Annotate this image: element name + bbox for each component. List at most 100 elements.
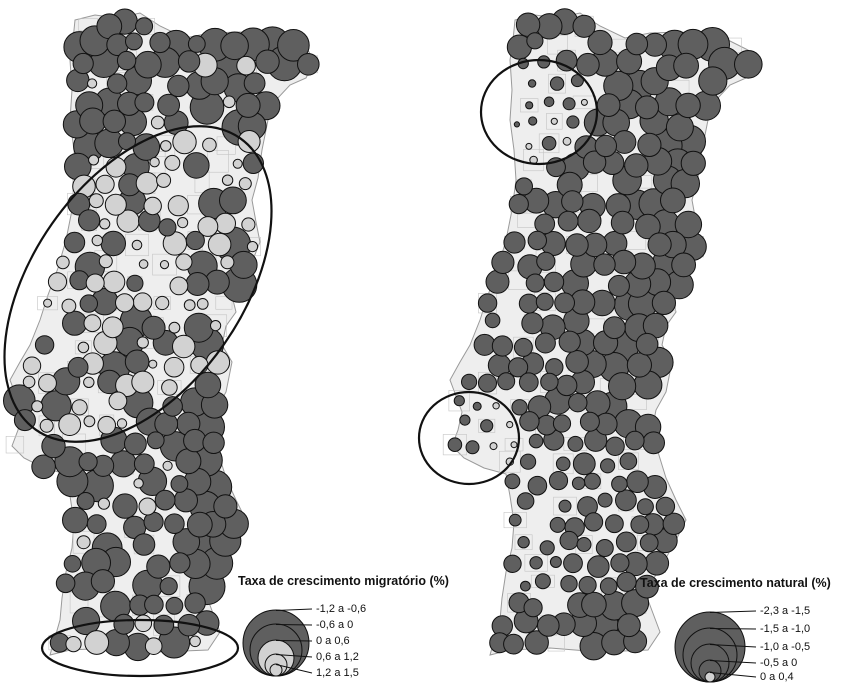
legend-leader-line [275,624,313,626]
municipality-bubble [61,298,77,314]
municipality-bubble [158,218,177,237]
municipality-bubble [62,310,88,336]
municipality-bubble [491,335,514,357]
municipality-bubble [58,413,82,437]
municipal-boundary [503,512,527,529]
municipality-bubble [518,372,539,393]
municipality-bubble [520,453,537,470]
legend-leader-line [709,672,757,678]
municipality-bubble [297,53,320,76]
municipal-boundary [523,148,544,172]
map-natural-growth [417,8,763,683]
municipality-bubble [637,132,662,157]
municipality-bubble [133,478,144,489]
municipality-bubble [734,50,763,79]
municipality-bubble [131,239,143,251]
municipality-bubble [593,253,616,276]
municipality-bubble [625,430,645,451]
municipal-boundary [448,390,471,412]
municipality-bubble [172,129,197,155]
municipality-bubble [596,93,621,117]
municipality-bubble [67,356,89,378]
municipality-bubble [83,376,95,388]
municipality-bubble [39,418,54,433]
municipality-bubble [635,574,659,599]
municipality-bubble [543,96,555,108]
municipality-bubble [148,359,158,369]
municipality-bubble [528,433,544,449]
municipality-bubble [34,335,55,355]
municipality-bubble [635,95,659,120]
municipality-bubble [508,357,529,378]
municipality-bubble [154,489,176,511]
municipality-bubble [647,232,672,257]
municipality-bubble [72,606,101,636]
municipality-bubble [61,506,89,534]
municipality-bubble [565,233,589,257]
municipality-bubble [186,511,213,538]
municipality-bubble [510,441,518,449]
municipality-bubble [577,208,602,234]
legend-label-natural-4: -0,5 a 0 [760,657,798,669]
municipality-bubble [572,14,596,38]
municipality-bubble [480,419,494,433]
municipality-bubble [79,107,107,135]
municipality-bubble [543,271,565,293]
municipality-bubble [526,32,544,50]
municipality-bubble [680,150,706,176]
municipality-bubble [576,52,600,77]
municipal-boundary [538,133,560,154]
municipality-bubble [255,49,280,74]
municipality-bubble [83,314,102,333]
municipality-bubble [478,373,497,393]
municipality-bubble [99,218,111,230]
municipality-bubble [237,130,261,153]
municipality-bubble [83,415,96,428]
municipality-bubble [615,531,637,553]
municipality-bubble [639,533,659,553]
legend-title-migratory: Taxa de crescimento migratório (%) [238,574,449,588]
legend-leader-line [709,644,757,648]
municipality-bubble [108,391,128,411]
municipality-bubble [461,373,478,390]
municipality-bubble [523,598,543,618]
municipality-bubble [527,475,548,496]
municipality-bubble [97,497,111,510]
municipality-bubble [558,499,572,513]
municipality-bubble [149,31,171,54]
municipality-bubble [515,177,533,196]
municipality-bubble [185,272,210,296]
municipality-bubble [525,273,545,293]
municipality-bubble [599,577,618,596]
municipality-bubble [31,400,44,413]
municipality-bubble [503,554,522,573]
municipality-bubble [177,50,201,73]
municipality-bubble [624,153,649,178]
municipal-boundary [74,340,92,355]
municipality-bubble [146,554,171,579]
municipality-bubble [241,217,256,232]
municipality-bubble [567,435,584,452]
municipality-bubble [169,276,189,296]
legend-label-migratory-2: -0,6 a 0 [316,619,354,631]
municipality-bubble [527,79,537,88]
municipality-bubble [513,121,521,128]
municipality-bubble [484,312,501,329]
municipality-bubble [277,29,310,62]
municipality-bubble [554,292,575,314]
municipality-bubble [625,32,649,56]
municipal-boundary [548,73,566,94]
municipality-bubble [63,231,86,254]
municipality-bubble [135,17,154,36]
municipality-bubble [518,293,539,314]
municipality-bubble [534,332,556,354]
municipality-bubble [616,571,637,592]
municipality-bubble [135,171,159,195]
municipality-bubble [113,613,135,635]
legend-leader-line [275,654,313,658]
legend-leader-line [275,664,313,674]
municipality-bubble [47,272,68,292]
municipality-bubble [134,50,162,79]
municipality-bubble [76,535,91,550]
